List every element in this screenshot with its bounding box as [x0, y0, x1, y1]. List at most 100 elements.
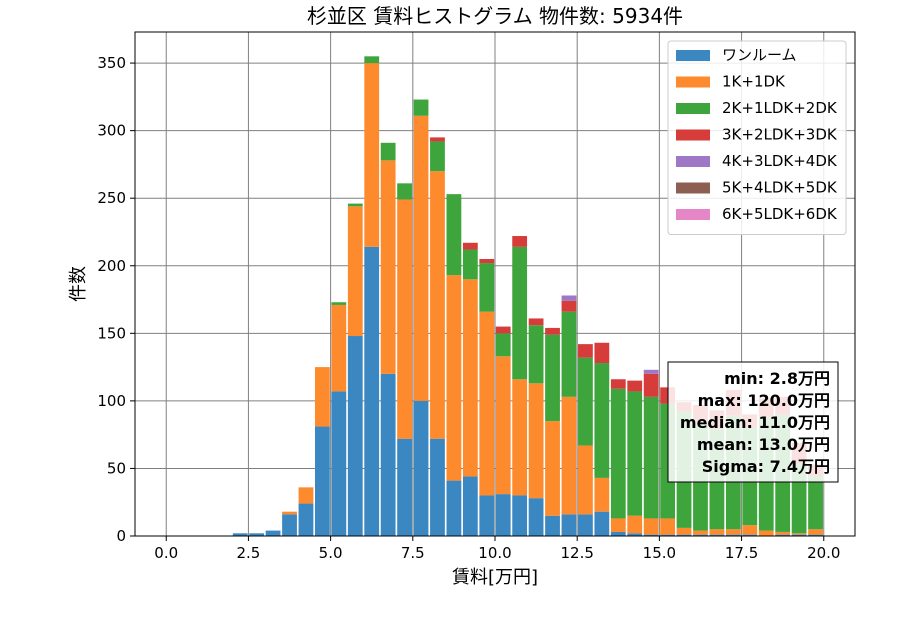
bar-series1-bin21: [578, 445, 593, 515]
bar-series1-bin35: [808, 529, 823, 535]
stats-box: min: 2.8万円 max: 120.0万円 median: 11.0万円 mean…: [667, 361, 839, 483]
bar-series2-bin25: [643, 396, 659, 519]
y-axis-ticks: 0 50 100 150 200 250 300 350: [97, 54, 135, 545]
bar-series1-bin17: [512, 379, 528, 496]
bar-series3-bin25: [643, 373, 659, 397]
bar-series1-bin27: [676, 527, 692, 535]
y-tick-label-1: 50: [107, 459, 126, 477]
bar-series1-bin32: [758, 530, 774, 536]
stats-line-1: max: 120.0万円: [698, 391, 830, 410]
legend-label-1: 1K+1DK: [722, 73, 786, 91]
bar-series0-bin8: [364, 246, 380, 536]
bar-series0-bin19: [545, 515, 560, 536]
bar-series0-bin31: [742, 534, 758, 536]
bar-series2-bin35: [808, 476, 823, 530]
stats-line-3: mean: 13.0万円: [697, 435, 830, 454]
x-tick-label-6: 15.0: [643, 544, 676, 562]
bar-series0-bin24: [627, 533, 643, 536]
bar-series1-bin14: [462, 279, 478, 477]
legend-label-5: 5K+4LDK+5DK: [722, 179, 838, 197]
x-tick-label-7: 17.5: [725, 544, 758, 562]
bar-series1-bin18: [528, 383, 544, 499]
bar-series2-bin13: [446, 194, 462, 276]
bar-series0-bin29: [709, 534, 725, 536]
bar-series2-bin15: [479, 263, 495, 312]
bar-series4-bin25: [643, 369, 659, 374]
bar-series1-bin24: [627, 515, 643, 534]
bar-series1-bin15: [479, 311, 495, 496]
y-tick-label-4: 200: [97, 257, 126, 275]
bar-series0-bin23: [610, 531, 626, 536]
bar-series1-bin23: [610, 518, 626, 532]
bar-series1-bin22: [594, 477, 610, 512]
bar-series1-bin9: [380, 160, 396, 374]
bar-series1-bin25: [643, 518, 659, 535]
bar-series2-bin20: [561, 311, 577, 397]
legend-label-2: 2K+1LDK+2DK: [722, 99, 838, 117]
bar-series0-bin26: [660, 534, 675, 536]
bar-series0-bin27: [676, 534, 692, 536]
bar-series1-bin12: [430, 171, 445, 439]
legend-swatch-5: [676, 182, 710, 194]
bar-series0-bin12: [430, 438, 445, 536]
bar-series0-bin18: [528, 498, 544, 536]
bar-series0-bin9: [380, 373, 396, 536]
legend-label-4: 4K+3LDK+4DK: [722, 152, 838, 170]
bar-series1-bin19: [545, 421, 560, 516]
bar-series1-bin26: [660, 518, 675, 535]
legend-label-3: 3K+2LDK+3DK: [722, 126, 838, 144]
bar-series0-bin17: [512, 495, 528, 536]
bar-series1-bin34: [791, 533, 807, 535]
bar-series0-bin5: [315, 426, 330, 536]
bar-series0-bin11: [413, 400, 429, 536]
bar-series2-bin7: [347, 203, 363, 207]
stats-frame: [667, 361, 839, 483]
bar-series3-bin12: [430, 137, 445, 142]
bar-series0-bin34: [791, 534, 807, 536]
bar-series2-bin6: [331, 302, 347, 305]
bar-series0-bin28: [693, 534, 708, 536]
y-tick-label-2: 100: [97, 392, 126, 410]
bar-series2-bin8: [364, 56, 380, 64]
x-axis-ticks: 0.0 2.5 5.0 7.5 10.0 12.5 15.0 17.5 20.0: [154, 536, 840, 562]
bar-series1-bin28: [693, 530, 708, 535]
bar-series0-bin25: [643, 534, 659, 536]
legend-label-0: ワンルーム: [722, 46, 797, 64]
legend-swatch-3: [676, 129, 710, 141]
bar-series3-bin16: [495, 326, 511, 334]
bar-series2-bin18: [528, 325, 544, 384]
bar-series3-bin15: [479, 259, 495, 264]
y-tick-label-0: 0: [116, 527, 126, 545]
bar-series0-bin3: [282, 514, 297, 536]
x-tick-label-8: 20.0: [807, 544, 840, 562]
bar-series2-bin17: [512, 246, 528, 380]
legend-swatch-1: [676, 76, 710, 88]
bar-series0-bin2: [265, 530, 281, 536]
bar-series2-bin11: [413, 99, 429, 116]
bar-series0-bin22: [594, 511, 610, 536]
bar-series1-bin31: [742, 525, 758, 535]
bar-series0-bin15: [479, 495, 495, 536]
stats-line-2: median: 11.0万円: [680, 413, 830, 432]
bar-series0-bin1: [249, 533, 265, 536]
bar-series3-bin19: [545, 327, 560, 335]
bar-series3-bin21: [578, 344, 593, 358]
bar-series3-bin24: [627, 380, 643, 392]
bars-layer: [232, 56, 823, 536]
y-tick-label-7: 350: [97, 54, 126, 72]
x-tick-label-2: 5.0: [319, 544, 343, 562]
bar-series3-bin22: [594, 342, 610, 364]
x-tick-label-4: 10.0: [478, 544, 511, 562]
bar-series2-bin23: [610, 388, 626, 519]
bar-series0-bin20: [561, 514, 577, 536]
legend-swatch-4: [676, 156, 710, 167]
bar-series3-bin14: [462, 242, 478, 250]
bar-series0-bin6: [331, 391, 347, 536]
bar-series2-bin19: [545, 334, 560, 422]
bar-series1-bin4: [298, 487, 314, 504]
bar-series4-bin20: [561, 295, 577, 301]
bar-series1-bin11: [413, 115, 429, 401]
bar-series0-bin4: [298, 503, 314, 536]
y-tick-label-5: 250: [97, 189, 126, 207]
